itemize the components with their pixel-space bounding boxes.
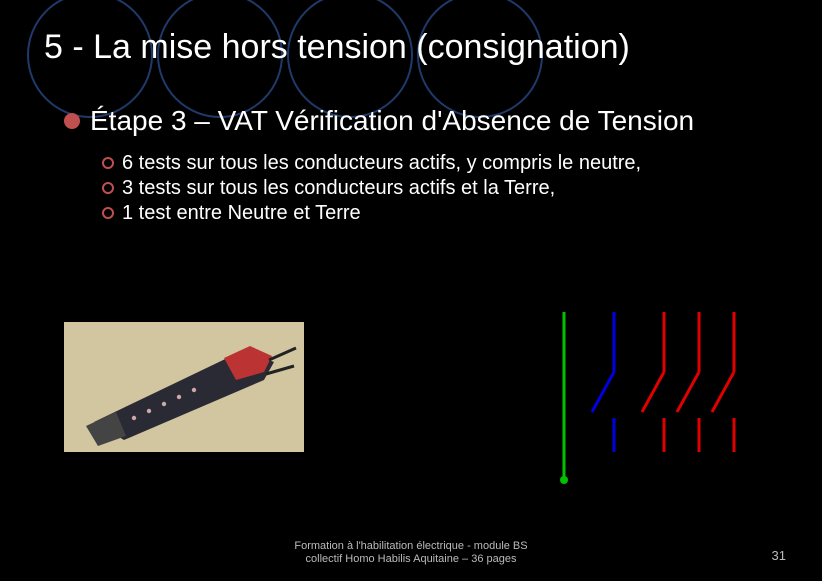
- bullet-level2-text: 3 tests sur tous les conducteurs actifs …: [122, 177, 555, 200]
- bullet-level1-text: Étape 3 – VAT Vérification d'Absence de …: [90, 103, 694, 138]
- bullet-ring-icon: [102, 207, 114, 219]
- footer: Formation à l'habilitation électrique - …: [0, 540, 822, 568]
- slide-content: 5 - La mise hors tension (consignation) …: [0, 0, 822, 225]
- slide-title: 5 - La mise hors tension (consignation): [44, 28, 778, 67]
- bullet-level2: 1 test entre Neutre et Terre: [102, 202, 778, 225]
- bullet-level2-text: 1 test entre Neutre et Terre: [122, 202, 361, 225]
- footer-line1: Formation à l'habilitation électrique - …: [0, 540, 822, 554]
- bullet-level2-text: 6 tests sur tous les conducteurs actifs,…: [122, 152, 641, 175]
- bullet-level1: Étape 3 – VAT Vérification d'Absence de …: [64, 103, 778, 138]
- footer-line2: collectif Homo Habilis Aquitaine – 36 pa…: [0, 553, 822, 567]
- bullet-level2: 3 tests sur tous les conducteurs actifs …: [102, 177, 778, 200]
- bullet-level2: 6 tests sur tous les conducteurs actifs,…: [102, 152, 778, 175]
- bullet-disc-icon: [64, 113, 80, 129]
- bullet-ring-icon: [102, 157, 114, 169]
- bullet-level2-list: 6 tests sur tous les conducteurs actifs,…: [102, 152, 778, 225]
- page-number: 31: [772, 548, 786, 563]
- bullet-ring-icon: [102, 182, 114, 194]
- switch-schematic: [524, 302, 764, 492]
- voltage-tester-image: [64, 322, 304, 452]
- image-row: [64, 322, 764, 492]
